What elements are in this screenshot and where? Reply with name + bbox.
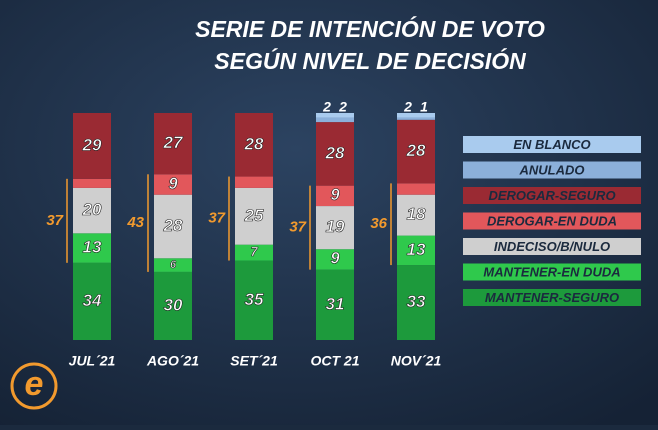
chart-title: SEGÚN NIVEL DE DECISIÓN xyxy=(214,47,526,74)
x-tick-label: OCT 21 xyxy=(310,353,359,369)
data-label: 19 xyxy=(326,217,345,236)
bar-segment xyxy=(316,269,354,340)
data-label: 9 xyxy=(330,250,340,268)
chart-title: SERIE DE INTENCIÓN DE VOTO xyxy=(195,15,545,42)
legend-swatch xyxy=(463,161,641,179)
data-label: 13 xyxy=(83,238,102,257)
bar-segment xyxy=(235,260,273,340)
bar-segment xyxy=(316,185,354,207)
svg-text:e: e xyxy=(25,365,44,403)
legend-label: MANTENER-EN DUDA xyxy=(483,264,620,279)
bracket-label: 37 xyxy=(208,210,225,227)
data-label: 9 xyxy=(330,186,340,204)
data-label: 33 xyxy=(407,292,426,311)
bar-segment xyxy=(316,206,354,250)
data-label: 25 xyxy=(244,206,264,225)
legend-label: EN BLANCO xyxy=(513,137,590,152)
legend-label: ANULADO xyxy=(519,162,585,177)
bar-segment xyxy=(154,174,192,195)
data-label: 2 xyxy=(322,99,331,115)
legend-label: INDECISO/B/NULO xyxy=(494,239,610,254)
bar-segment xyxy=(316,249,354,270)
x-tick-label: JUL´21 xyxy=(69,353,116,369)
data-label: 31 xyxy=(326,294,345,313)
x-tick-label: AGO´21 xyxy=(146,353,199,369)
data-label: 2 xyxy=(403,99,412,115)
legend-swatch xyxy=(463,289,641,306)
legend-label: DEROGAR-SEGURO xyxy=(488,188,615,203)
legend-swatch xyxy=(463,136,641,153)
bar-segment xyxy=(397,183,435,195)
bar-segment xyxy=(73,233,111,263)
bar-segment xyxy=(154,258,192,272)
legend-swatch xyxy=(463,212,641,230)
bar-segment xyxy=(73,187,111,234)
legend-swatch xyxy=(463,187,641,204)
bar-segment xyxy=(235,244,273,261)
data-label: 6 xyxy=(170,259,177,271)
bar-segment xyxy=(73,262,111,340)
bar-segment xyxy=(397,235,435,266)
data-label: 1 xyxy=(420,99,428,115)
data-label: 28 xyxy=(244,134,264,153)
bar-segment xyxy=(154,194,192,259)
data-label: 30 xyxy=(164,295,183,314)
legend-label: DEROGAR-EN DUDA xyxy=(487,213,617,228)
data-label: 7 xyxy=(250,244,258,259)
data-label: 29 xyxy=(82,135,102,154)
data-label: 28 xyxy=(163,216,183,235)
legend-swatch xyxy=(463,263,641,281)
bracket-label: 36 xyxy=(370,215,387,232)
bar-segment xyxy=(154,113,192,175)
data-label: 2 xyxy=(338,99,347,115)
bar-segment xyxy=(154,271,192,340)
legend-label: MANTENER-SEGURO xyxy=(485,290,619,305)
data-label: 13 xyxy=(407,240,426,259)
data-label: 34 xyxy=(83,291,102,310)
logo: e xyxy=(10,362,58,410)
bar-segment xyxy=(397,265,435,340)
bar-segment xyxy=(397,194,435,236)
data-label: 27 xyxy=(163,133,184,152)
data-label: 20 xyxy=(82,200,102,219)
bar-segment xyxy=(397,113,435,118)
bar-segment xyxy=(73,113,111,179)
data-label: 28 xyxy=(325,143,345,162)
bar-segment xyxy=(235,176,273,188)
data-label: 35 xyxy=(245,290,264,309)
bar-segment xyxy=(235,113,273,177)
bar-segment xyxy=(316,122,354,186)
bar-segment xyxy=(235,187,273,245)
bracket-label: 37 xyxy=(46,212,63,229)
bracket-label: 37 xyxy=(289,219,306,236)
data-label: 28 xyxy=(406,141,426,160)
bar-segment xyxy=(397,117,435,120)
data-label: 9 xyxy=(168,175,178,193)
bar-segment xyxy=(73,178,111,188)
bar-segment xyxy=(316,117,354,123)
legend-swatch xyxy=(463,238,641,255)
bracket-label: 43 xyxy=(126,214,144,231)
data-label: 18 xyxy=(407,205,426,224)
bar-segment xyxy=(397,119,435,184)
x-tick-label: SET´21 xyxy=(230,353,278,369)
x-tick-label: NOV´21 xyxy=(391,353,442,369)
bar-segment xyxy=(316,113,354,118)
